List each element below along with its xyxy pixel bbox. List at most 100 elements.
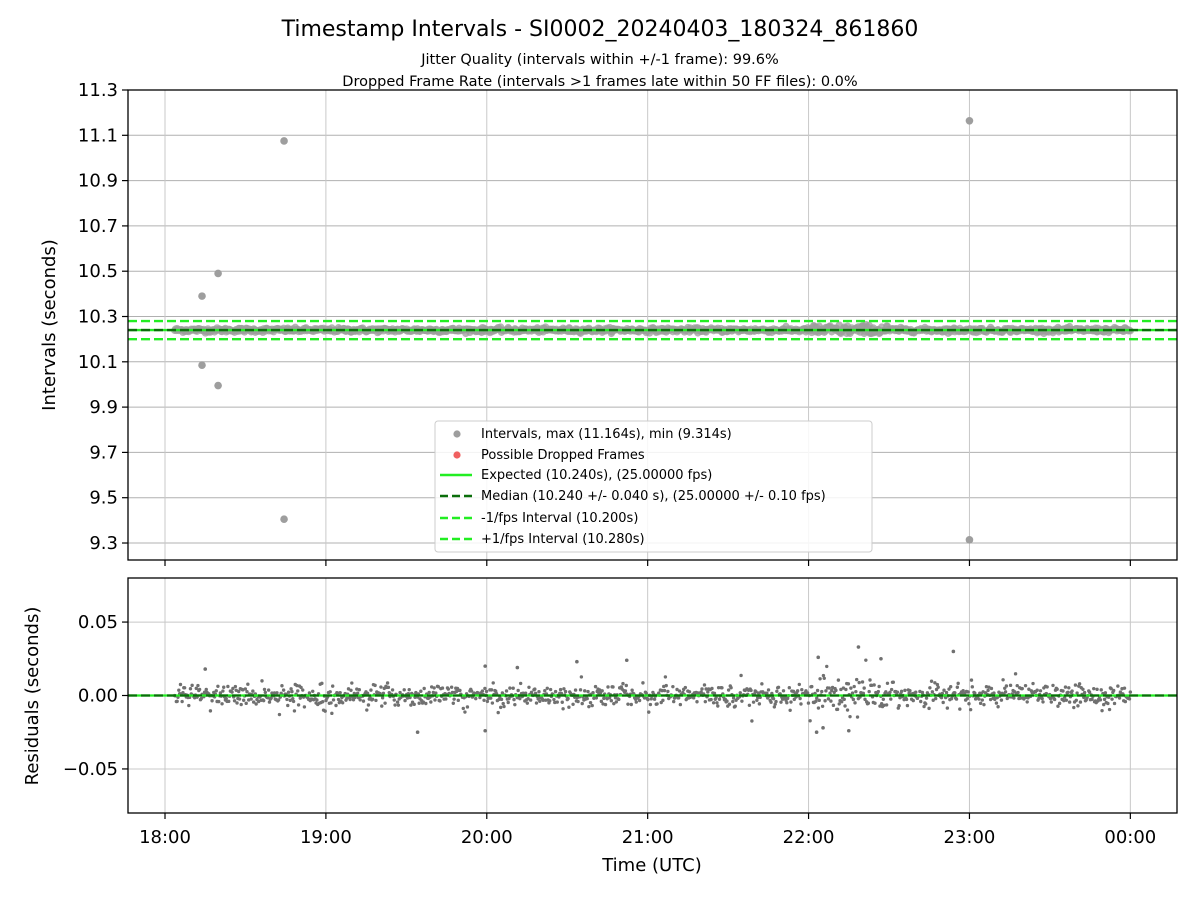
residual-point <box>497 697 501 702</box>
residual-point <box>269 696 273 700</box>
residual-point <box>338 690 342 695</box>
residual-point <box>623 689 628 693</box>
residual-point <box>390 688 395 692</box>
residual-point <box>1003 690 1008 694</box>
residual-point <box>336 697 341 702</box>
residual-point <box>609 699 614 703</box>
residual-point <box>500 691 505 695</box>
legend-label-dropped: Possible Dropped Frames <box>481 448 645 463</box>
residual-point <box>241 698 246 702</box>
residual-point <box>933 681 937 685</box>
residual-point <box>857 680 861 685</box>
residual-point <box>725 699 729 703</box>
residual-point <box>867 689 871 694</box>
residual-point <box>548 687 553 692</box>
residual-point <box>1027 687 1031 691</box>
top-panel-frame <box>127 89 1178 561</box>
residual-point <box>501 701 505 706</box>
residual-point <box>884 690 888 694</box>
residual-point <box>1020 686 1024 691</box>
residual-point <box>776 685 781 689</box>
residual-point <box>1051 683 1055 688</box>
residual-point <box>1082 690 1087 695</box>
residual-point <box>805 691 810 695</box>
residual-point <box>567 705 571 709</box>
residual-point <box>691 696 696 700</box>
residual-point <box>850 691 855 695</box>
residual-point <box>409 703 413 707</box>
residual-point <box>526 696 530 701</box>
residual-point <box>518 681 523 686</box>
residual-point <box>816 706 821 710</box>
residual-point <box>233 684 238 689</box>
residual-point <box>489 696 493 700</box>
legend-label-plus-fps: +1/fps Interval (10.280s) <box>481 532 645 547</box>
residual-point <box>750 719 754 723</box>
residual-point <box>527 685 531 689</box>
residual-point <box>849 686 853 690</box>
top-panel-reference-lines <box>128 319 1177 341</box>
residual-point <box>1016 690 1020 695</box>
bottom-y-tick-label: −0.05 <box>63 759 118 780</box>
residual-point <box>949 696 954 701</box>
residual-point <box>288 698 292 703</box>
residual-point <box>588 700 593 705</box>
residual-point <box>967 702 971 706</box>
residual-point <box>647 710 651 714</box>
interval-outlier-point <box>280 515 288 524</box>
residual-point <box>383 701 387 705</box>
residual-point <box>854 677 859 682</box>
residual-point <box>891 680 895 684</box>
residual-point <box>992 691 996 695</box>
residual-outlier-point <box>515 665 520 670</box>
residual-point <box>1092 686 1096 691</box>
residual-point <box>237 697 242 701</box>
residual-point <box>239 702 243 707</box>
residual-point <box>579 675 584 679</box>
residual-point <box>552 697 556 702</box>
interval-outlier-point <box>280 137 288 145</box>
residual-point <box>296 689 300 693</box>
residual-point <box>398 690 402 695</box>
interval-outlier-point <box>965 536 974 544</box>
residual-point <box>700 687 704 691</box>
residual-point <box>197 687 202 692</box>
top-y-tick-label: 9.3 <box>89 533 118 554</box>
residual-point <box>662 688 667 693</box>
top-y-tick-label: 11.3 <box>78 80 118 101</box>
residual-point <box>260 679 264 683</box>
residual-point <box>502 704 506 709</box>
residual-point <box>652 697 657 701</box>
residual-point <box>496 710 500 715</box>
residual-point <box>948 685 953 689</box>
residual-point <box>769 700 773 704</box>
residual-point <box>379 685 383 689</box>
residual-point <box>277 712 282 717</box>
residual-point <box>845 708 850 712</box>
residual-point <box>478 695 482 700</box>
residual-point <box>331 698 336 702</box>
residual-point <box>904 697 909 702</box>
residual-point <box>480 689 485 693</box>
residual-point <box>407 687 411 692</box>
interval-outlier-point <box>214 269 222 278</box>
residual-point <box>559 691 564 696</box>
residual-point <box>869 683 874 688</box>
residual-point <box>323 709 327 713</box>
residual-point <box>1018 696 1023 700</box>
residual-point <box>251 689 255 693</box>
residual-point <box>1008 683 1013 688</box>
residual-point <box>774 699 778 704</box>
residual-point <box>607 696 612 700</box>
residual-point <box>934 696 938 701</box>
residual-point <box>771 697 776 701</box>
residual-point <box>830 688 834 693</box>
residual-point <box>593 684 598 689</box>
residual-point <box>296 703 301 707</box>
residual-point <box>939 695 944 700</box>
residual-point <box>395 700 400 704</box>
legend-label-minus-fps: -1/fps Interval (10.200s) <box>481 511 638 526</box>
residual-point <box>580 701 584 706</box>
residual-point <box>528 698 533 702</box>
